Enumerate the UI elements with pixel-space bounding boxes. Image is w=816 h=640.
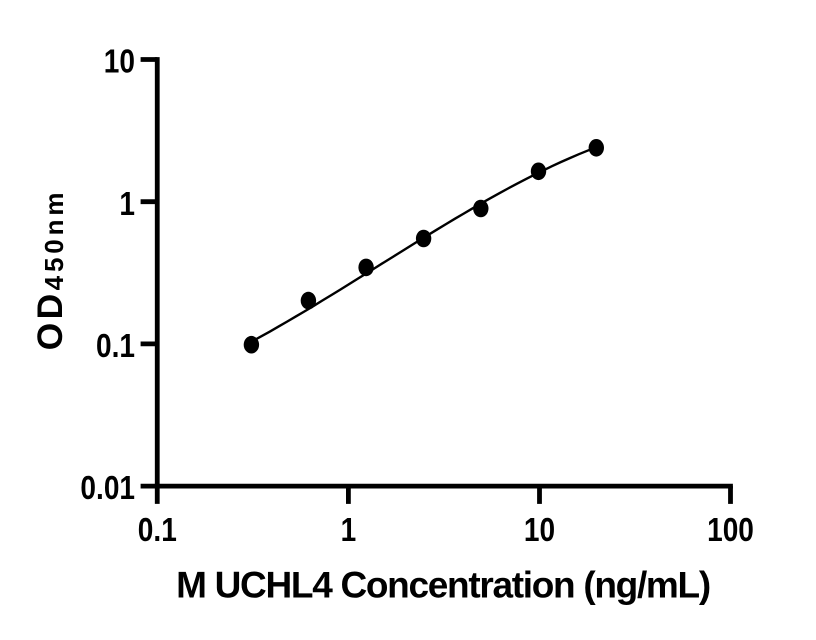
- svg-text:M UCHL4 Concentration (ng/mL): M UCHL4 Concentration (ng/mL): [176, 564, 710, 605]
- svg-text:100: 100: [707, 512, 754, 549]
- svg-text:10: 10: [524, 512, 555, 549]
- svg-text:0.1: 0.1: [96, 328, 135, 365]
- svg-text:OD450nm: OD450nm: [30, 189, 70, 351]
- svg-text:0.1: 0.1: [138, 512, 177, 549]
- svg-text:10: 10: [104, 44, 135, 81]
- svg-text:0.01: 0.01: [80, 470, 135, 507]
- svg-text:1: 1: [119, 186, 135, 223]
- svg-text:1: 1: [341, 512, 357, 549]
